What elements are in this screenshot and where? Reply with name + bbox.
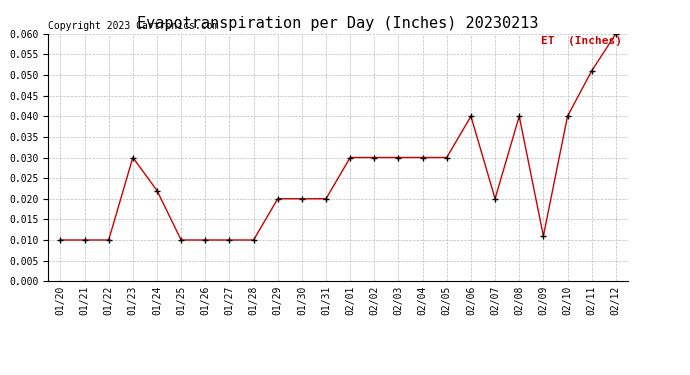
Text: ET  (Inches): ET (Inches)	[541, 36, 622, 46]
Text: Copyright 2023 Cartronics.com: Copyright 2023 Cartronics.com	[48, 21, 219, 31]
Title: Evapotranspiration per Day (Inches) 20230213: Evapotranspiration per Day (Inches) 2023…	[137, 16, 539, 31]
